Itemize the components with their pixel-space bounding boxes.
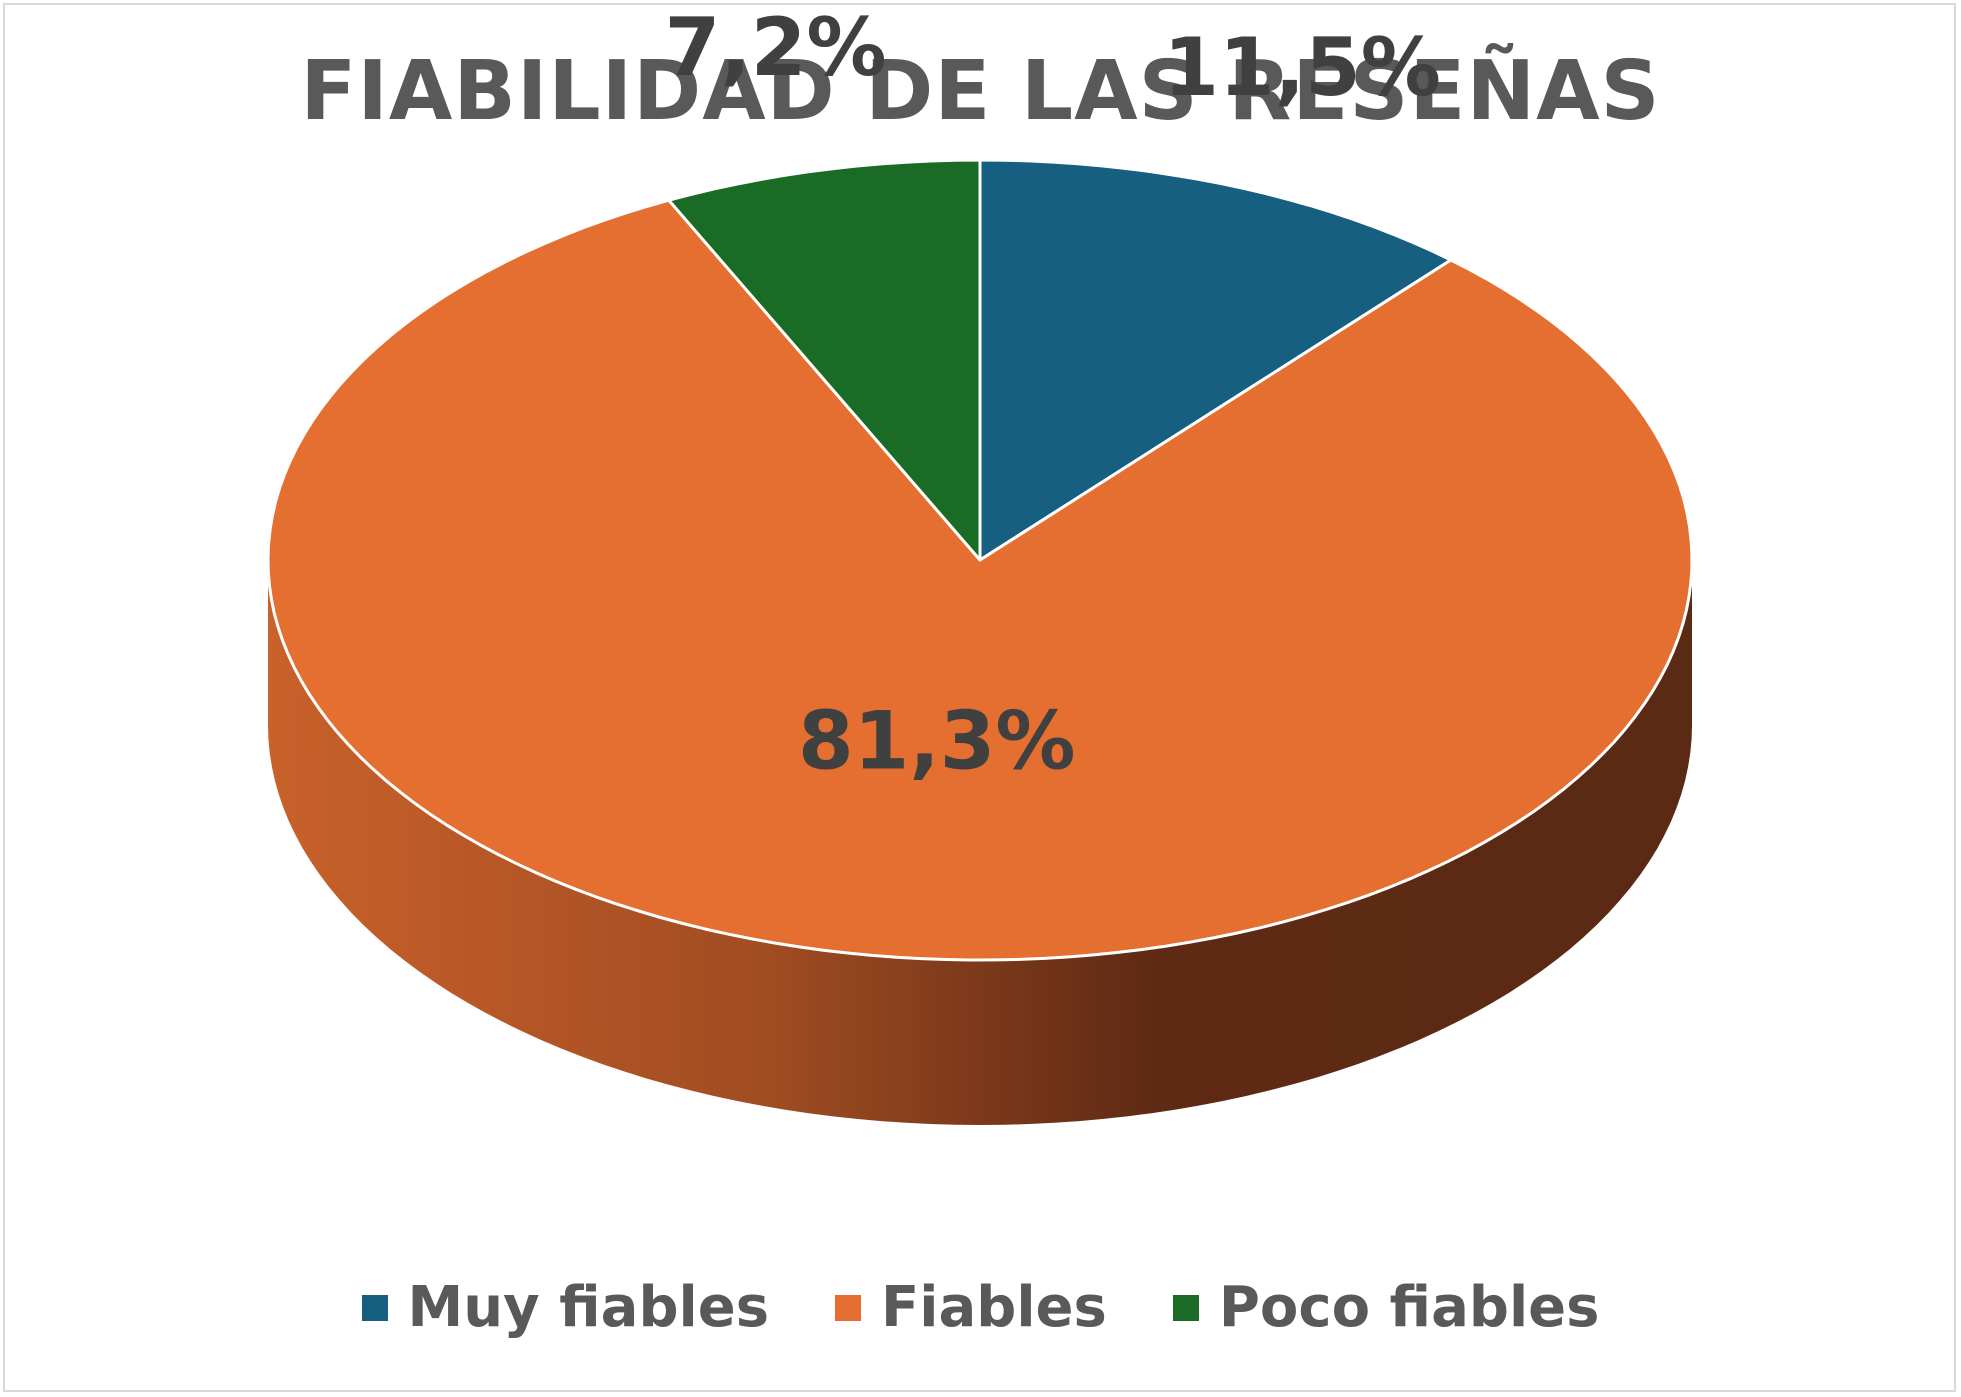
legend-swatch-poco-fiables — [1172, 1294, 1199, 1321]
data-label-poco-fiables: 7,2% — [665, 1, 887, 94]
legend-item-muy-fiables: Muy fiables — [361, 1275, 770, 1340]
legend: Muy fiables Fiables Poco fiables — [0, 1275, 1961, 1340]
pie-slice-muy-fiables — [978, 158, 1453, 562]
pie-slice-fiables — [266, 198, 1694, 962]
legend-label-poco-fiables: Poco fiables — [1218, 1275, 1600, 1340]
legend-label-muy-fiables: Muy fiables — [407, 1275, 770, 1340]
legend-item-poco-fiables: Poco fiables — [1172, 1275, 1600, 1340]
legend-swatch-muy-fiables — [361, 1294, 388, 1321]
chart-title: FIABILIDAD DE LAS RESEÑAS — [300, 44, 1661, 139]
data-label-muy-fiables: 11,5% — [1163, 21, 1441, 114]
legend-swatch-fiables — [835, 1294, 862, 1321]
pie-slice-poco-fiables — [667, 158, 982, 562]
data-label-fiables: 81,3% — [798, 694, 1076, 787]
pie-side-wall — [268, 560, 1692, 1125]
legend-label-fiables: Fiables — [881, 1275, 1107, 1340]
legend-item-fiables: Fiables — [835, 1275, 1107, 1340]
